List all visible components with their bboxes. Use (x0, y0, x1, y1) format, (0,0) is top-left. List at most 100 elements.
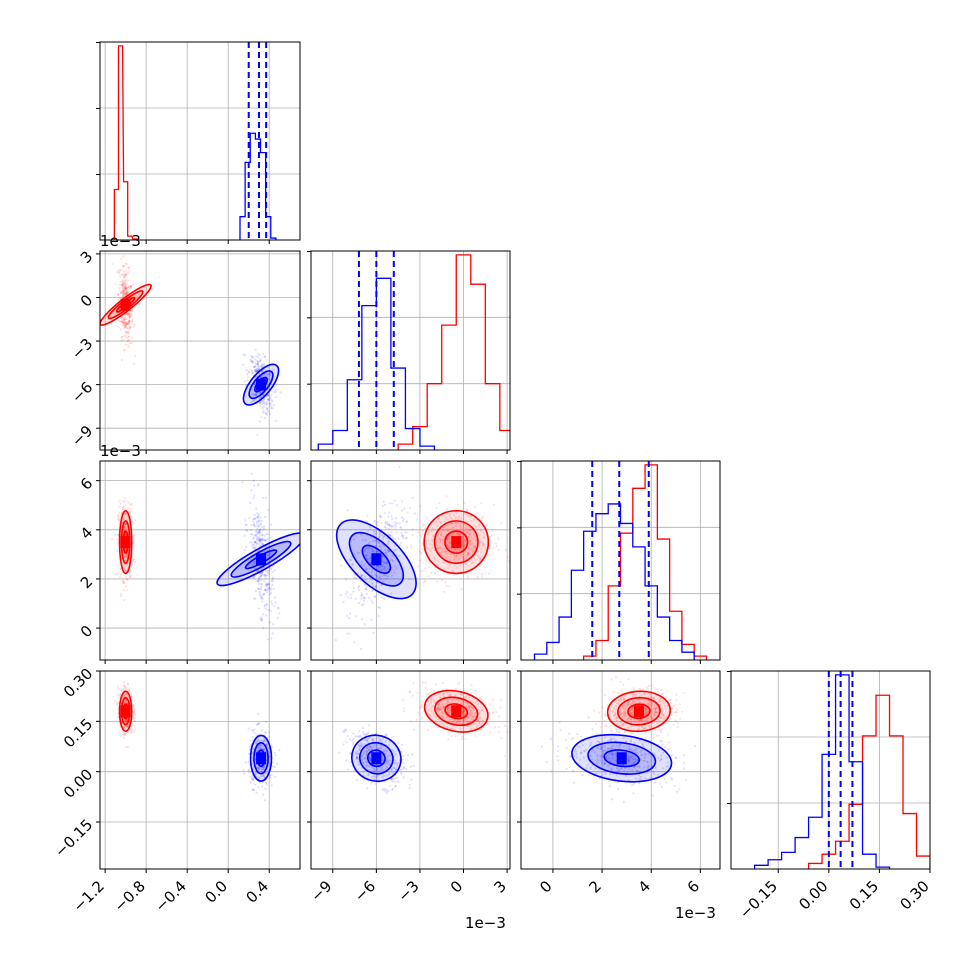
blue-sample-point (254, 597, 257, 601)
red-sample-point (481, 542, 484, 545)
red-sample-point (630, 732, 633, 735)
red-sample-point (453, 554, 456, 557)
blue-sample-point (261, 537, 264, 540)
red-sample-point (131, 318, 134, 321)
red-sample-point (479, 698, 483, 701)
red-sample-point (593, 709, 596, 712)
red-sample-point (446, 692, 449, 695)
red-sample-point (623, 712, 626, 715)
blue-sample-point (259, 739, 262, 742)
red-sample-point (440, 711, 443, 714)
blue-sample-point (254, 741, 257, 744)
red-sample-point (134, 518, 137, 522)
red-sample-point (441, 703, 444, 706)
blue-sample-point (268, 587, 271, 590)
blue-sample-point (259, 531, 262, 534)
red-sample-point (123, 286, 126, 289)
blue-sample-point (242, 353, 245, 356)
red-sample-point (658, 699, 661, 702)
red-sample-point (477, 718, 481, 722)
red-sample-point (647, 699, 650, 702)
blue-sample-point (359, 741, 362, 744)
red-sample-point (445, 543, 448, 546)
red-sample-point (605, 725, 609, 728)
red-sample-point (644, 718, 648, 722)
red-sample-point (125, 553, 128, 557)
x-tick-label: 4 (635, 877, 654, 896)
red-sample-point (657, 698, 660, 701)
red-sample-point (123, 733, 126, 736)
blue-sample-point (257, 516, 260, 520)
blue-sample-point (385, 774, 388, 777)
blue-sample-point (261, 352, 265, 355)
blue-sample-point (371, 738, 374, 741)
red-sample-point (122, 684, 125, 688)
blue-sample-point (273, 385, 276, 388)
blue-sample-point (596, 761, 599, 765)
blue-sample-point (257, 482, 260, 486)
blue-sample-point (603, 762, 606, 765)
blue-sample-point (378, 533, 381, 537)
red-sample-point (447, 708, 450, 711)
red-sample-point (448, 694, 451, 697)
blue-sample-point (374, 770, 377, 773)
blue-sample-point (339, 594, 342, 597)
blue-sample-point (263, 527, 266, 530)
red-sample-point (126, 330, 129, 333)
red-sample-point (124, 287, 127, 290)
blue-sample-point (639, 778, 642, 781)
blue-sample-point (261, 406, 264, 410)
blue-sample-point (257, 580, 260, 583)
red-sample-point (117, 293, 120, 296)
blue-sample-point (382, 769, 385, 772)
blue-sample-point (639, 775, 643, 779)
blue-sample-point (245, 368, 248, 372)
red-sample-point (121, 295, 124, 298)
panel-content (100, 42, 300, 240)
red-density-peak (451, 705, 462, 718)
blue-sample-point (382, 537, 385, 540)
blue-sample-point (262, 613, 265, 616)
blue-sample-point (271, 603, 274, 606)
blue-sample-point (378, 531, 382, 534)
blue-sample-point (549, 737, 552, 740)
blue-sample-point (396, 762, 399, 765)
blue-sample-point (247, 769, 250, 772)
blue-sample-point (641, 753, 644, 757)
red-sample-point (127, 289, 131, 292)
red-sample-point (463, 544, 466, 547)
blue-sample-point (263, 731, 266, 734)
blue-sample-point (396, 764, 399, 767)
red-sample-point (632, 693, 635, 696)
blue-sample-point (350, 593, 353, 596)
blue-sample-point (362, 779, 365, 782)
blue-sample-point (263, 765, 266, 769)
blue-sample-point (381, 534, 384, 537)
blue-sample-point (266, 408, 269, 411)
blue-sample-point (383, 548, 386, 552)
red-sample-point (408, 507, 412, 510)
red-sample-point (123, 685, 126, 689)
red-sample-point (455, 687, 458, 690)
red-sample-point (457, 503, 460, 506)
blue-sample-point (374, 545, 377, 548)
blue-sample-point (405, 546, 409, 549)
red-sample-point (447, 529, 450, 533)
red-sample-point (125, 322, 128, 325)
red-sample-point (623, 698, 626, 701)
red-sample-point (124, 325, 127, 328)
red-sample-point (132, 560, 135, 563)
red-sample-point (654, 711, 658, 714)
red-sample-point (128, 285, 131, 288)
red-sample-point (626, 718, 629, 721)
red-sample-point (121, 321, 124, 324)
blue-sample-point (334, 639, 337, 642)
red-sample-point (471, 542, 474, 545)
red-sample-point (603, 719, 606, 723)
blue-sample-point (260, 391, 263, 394)
red-sample-point (623, 704, 626, 708)
red-sample-point (460, 738, 463, 741)
red-sample-point (432, 713, 435, 716)
red-sample-point (455, 516, 458, 519)
red-sample-point (488, 703, 491, 706)
